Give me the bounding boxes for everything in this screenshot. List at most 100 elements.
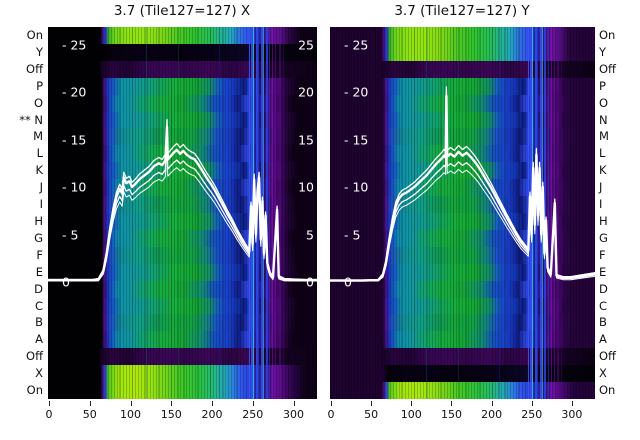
- heatmap-row: [48, 111, 317, 130]
- heatmap-panel-x: - 25 25 - 20 20 - 15 15 - 10 10 - 5 5 0 0: [48, 27, 317, 399]
- spectral-stripe: [527, 27, 529, 399]
- spectral-stripe: [268, 27, 270, 399]
- spectral-stripe: [219, 27, 221, 399]
- row-label-left: A: [35, 332, 43, 347]
- heatmap-row: [48, 77, 317, 96]
- spectral-stripe: [282, 27, 284, 399]
- x-tick-mark: [171, 401, 173, 406]
- x-tick-mark: [89, 401, 91, 406]
- spectral-stripe: [145, 27, 147, 399]
- x-tick-mark: [252, 401, 254, 406]
- x-tick-label: 150: [440, 408, 462, 421]
- heatmap-row: [48, 331, 317, 349]
- y-tick-label: - 5: [344, 227, 361, 242]
- heatmap-row: [330, 382, 595, 399]
- x-tick-mark: [212, 401, 214, 406]
- y-tick-label: 10: [298, 179, 314, 195]
- heatmap-row: [48, 365, 317, 383]
- x-tick-mark: [451, 401, 453, 406]
- row-label-left: K: [35, 163, 43, 178]
- row-labels-right-column: On Y Off P O N M L K J I H G F E D C B A Off X On: [599, 0, 640, 440]
- row-label-right: On: [599, 28, 616, 42]
- heatmap-row: [330, 128, 595, 146]
- spectral-stripe: [272, 27, 274, 399]
- heatmap-row: [48, 280, 317, 299]
- heatmap-row: [330, 27, 595, 45]
- heatmap-row: [48, 348, 317, 366]
- row-label-right: P: [599, 78, 606, 93]
- x-tick-label: 250: [242, 408, 264, 421]
- row-label-left: D: [34, 281, 43, 296]
- heatmap-row: [48, 382, 317, 399]
- y-tick-label: - 15: [344, 132, 369, 147]
- y-tick-label: 20: [298, 84, 314, 100]
- row-label-left: J: [39, 180, 43, 195]
- x-tick-label: 50: [82, 408, 97, 421]
- y-tick-label: - 20: [62, 84, 87, 100]
- x-tick-label: 100: [400, 408, 422, 421]
- row-label-left: G: [34, 230, 43, 245]
- x-tick-label: 300: [283, 408, 305, 421]
- spectral-stripe: [258, 27, 260, 399]
- row-label-right: H: [599, 214, 608, 228]
- overlay-curve-echo: [48, 119, 317, 281]
- row-label-right: Off: [599, 349, 616, 364]
- spectral-stripe: [426, 27, 428, 399]
- y-tick-label: 0: [344, 274, 352, 290]
- x-tick-label: 50: [364, 408, 379, 421]
- spectral-stripe: [561, 27, 563, 399]
- row-label-left: On: [26, 28, 43, 42]
- row-label-left: Off: [26, 349, 43, 364]
- row-label-left: ** N: [19, 112, 43, 127]
- spectral-stripe: [557, 27, 560, 399]
- heatmap-row: [48, 60, 317, 79]
- spectral-stripe: [178, 27, 180, 399]
- row-label-right: G: [599, 230, 608, 245]
- row-label-left: M: [33, 129, 43, 144]
- heatmap-row: [330, 43, 595, 62]
- spectral-stripe: [547, 27, 549, 399]
- spectral-stripe: [278, 27, 281, 399]
- y-tick-label: - 5: [62, 227, 79, 242]
- heatmap-row: [330, 60, 595, 79]
- row-label-right: B: [599, 315, 607, 330]
- x-tick-label: 300: [561, 408, 583, 421]
- y-tick-label: 0: [62, 274, 70, 290]
- x-tick-label: 200: [201, 408, 223, 421]
- spectral-stripe: [458, 27, 460, 399]
- row-label-left: X: [35, 366, 43, 381]
- row-label-right: Y: [599, 44, 607, 59]
- heatmap-row: [48, 263, 317, 282]
- power-curve: [48, 126, 317, 282]
- row-label-left: H: [34, 214, 43, 228]
- row-label-left: Off: [26, 61, 43, 76]
- row-label-right: C: [599, 298, 608, 313]
- x-tick-mark: [371, 401, 373, 406]
- row-label-right: Off: [599, 61, 616, 76]
- x-tick-mark: [130, 401, 132, 406]
- heatmap-row: [330, 77, 595, 96]
- spectral-stripe: [544, 27, 547, 399]
- row-label-right: E: [599, 264, 607, 279]
- x-tick-label: 0: [45, 408, 53, 421]
- row-label-right: O: [599, 95, 609, 110]
- x-tick-mark: [531, 401, 533, 406]
- row-label-left: E: [35, 264, 43, 279]
- spectral-stripe: [498, 27, 500, 399]
- y-tick-label: - 10: [344, 179, 369, 195]
- row-label-right: D: [599, 281, 608, 296]
- y-tick-label: - 10: [62, 179, 87, 195]
- heatmap-row: [330, 348, 595, 366]
- row-label-left: L: [36, 146, 43, 161]
- heatmap-panel-y: - 25 - 20 - 15 - 10 - 5 0: [330, 27, 595, 399]
- heatmap-row: [48, 145, 317, 163]
- row-label-right: I: [599, 197, 603, 212]
- overlay-curve-layer: [48, 119, 317, 282]
- x-tick-label: 250: [521, 408, 543, 421]
- heatmap-row: [330, 162, 595, 180]
- x-axis-panel-x: 0 50 100 150 200 250 300: [45, 399, 317, 429]
- x-tick-label: 100: [120, 408, 141, 421]
- row-label-left: P: [36, 78, 43, 93]
- x-tick-mark: [411, 401, 413, 406]
